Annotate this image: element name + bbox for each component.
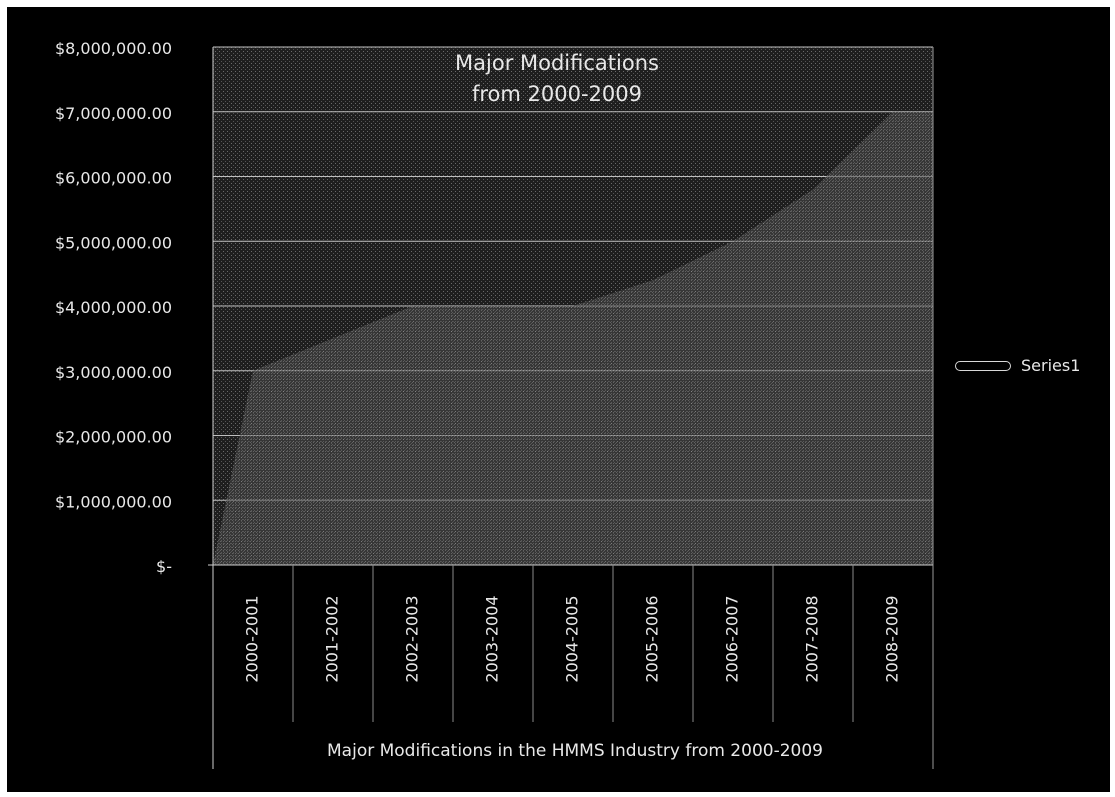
y-tick-label: $2,000,000.00 <box>55 428 172 447</box>
y-tick-label: $5,000,000.00 <box>55 233 172 252</box>
x-tick-label: 2002-2003 <box>403 595 422 682</box>
x-axis-title: Major Modifications in the HMMS Industry… <box>327 741 823 761</box>
y-tick-label: $3,000,000.00 <box>55 363 172 382</box>
x-tick-label: 2000-2001 <box>243 595 262 682</box>
chart-title-line-2: from 2000-2009 <box>472 82 642 106</box>
chart-frame: $- $1,000,000.00 $2,000,000.00 $3,000,000.0… <box>7 7 1110 792</box>
chart-svg: $- $1,000,000.00 $2,000,000.00 $3,000,000.0… <box>55 39 934 769</box>
y-tick-label: $7,000,000.00 <box>55 104 172 123</box>
x-tick-label: 2001-2002 <box>323 595 342 682</box>
legend: Series1 <box>955 356 1080 375</box>
y-tick-label: $8,000,000.00 <box>55 39 172 58</box>
x-tick-label: 2005-2006 <box>643 595 662 682</box>
y-tick-label: $1,000,000.00 <box>55 492 172 511</box>
x-tick-label: 2006-2007 <box>723 595 742 682</box>
y-tick-label: $- <box>156 557 172 576</box>
legend-swatch-series1 <box>955 360 1011 371</box>
x-tick-label: 2003-2004 <box>483 595 502 682</box>
x-tick-label: 2008-2009 <box>883 595 902 682</box>
legend-label-series1: Series1 <box>1021 356 1081 375</box>
y-tick-label: $6,000,000.00 <box>55 169 172 188</box>
x-tick-label: 2004-2005 <box>563 595 582 682</box>
x-tick-label: 2007-2008 <box>803 595 822 682</box>
chart-title-line-1: Major Modifications <box>455 51 659 75</box>
area-series1 <box>213 111 933 565</box>
y-tick-label: $4,000,000.00 <box>55 298 172 317</box>
